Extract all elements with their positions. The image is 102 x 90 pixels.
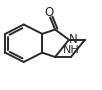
Text: N: N [69,33,78,46]
Text: NH: NH [63,45,80,55]
Text: O: O [44,6,54,19]
